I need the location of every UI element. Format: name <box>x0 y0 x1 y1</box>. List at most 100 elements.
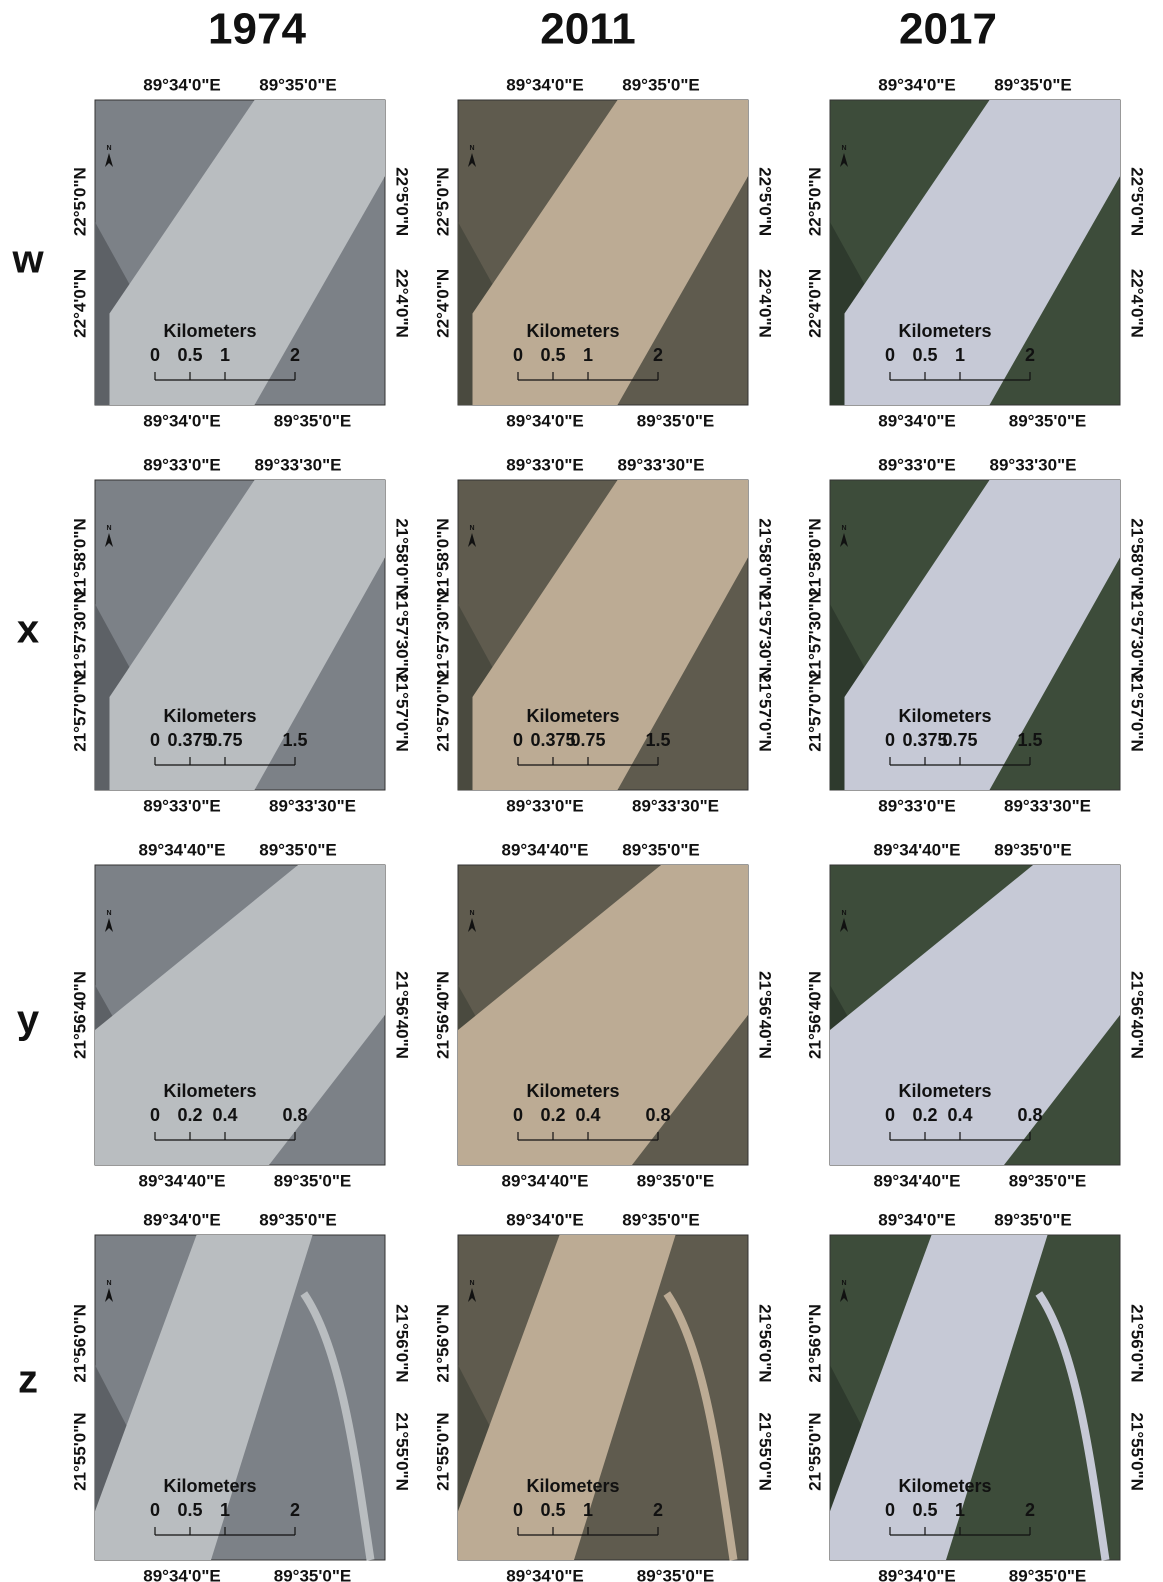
bottom-longitude: 89°35'0"E <box>274 1566 352 1582</box>
right-latitude: 21°56'0"N <box>1128 1304 1147 1382</box>
scale-label: 0.5 <box>540 345 565 365</box>
right-latitude: 22°4'0"N <box>756 269 775 338</box>
top-longitude: 89°35'0"E <box>259 1210 337 1229</box>
scale-title: Kilometers <box>163 1476 256 1496</box>
right-latitude: 21°56'0"N <box>393 1304 412 1382</box>
top-longitude: 89°35'0"E <box>994 1210 1072 1229</box>
left-latitude: 21°55'0"N <box>433 1412 452 1490</box>
bottom-longitude: 89°35'0"E <box>637 1566 715 1582</box>
bottom-longitude: 89°35'0"E <box>1009 1171 1087 1190</box>
right-latitude: 21°58'0"N <box>756 518 775 596</box>
left-latitude: 21°57'0"N <box>433 673 452 751</box>
bottom-longitude: 89°35'0"E <box>1009 1566 1087 1582</box>
scale-label: 0 <box>513 1500 523 1520</box>
bottom-longitude: 89°35'0"E <box>1009 411 1087 430</box>
left-latitude: 21°58'0"N <box>70 518 89 596</box>
bottom-longitude: 89°34'0"E <box>143 1566 221 1582</box>
bottom-longitude: 89°34'0"E <box>878 411 956 430</box>
map-panel: N89°34'40"E89°35'0"E89°34'40"E89°35'0"E2… <box>70 840 411 1190</box>
scale-label: 0 <box>513 345 523 365</box>
row-label: y <box>17 998 40 1042</box>
left-latitude: 21°57'0"N <box>805 673 824 751</box>
left-latitude: 21°57'30"N <box>433 591 452 679</box>
left-latitude: 22°5'0"N <box>70 167 89 236</box>
row-label: x <box>17 608 39 652</box>
right-latitude: 21°55'0"N <box>756 1412 775 1490</box>
top-longitude: 89°33'0"E <box>878 455 956 474</box>
scale-label: 0.75 <box>207 730 242 750</box>
north-arrow: N <box>106 525 111 532</box>
left-latitude: 21°57'30"N <box>70 591 89 679</box>
left-latitude: 21°56'0"N <box>805 1304 824 1382</box>
scale-label: 0 <box>150 730 160 750</box>
scale-title: Kilometers <box>526 706 619 726</box>
right-latitude: 21°58'0"N <box>1128 518 1147 596</box>
right-latitude: 21°56'40"N <box>1128 971 1147 1059</box>
scale-title: Kilometers <box>526 1081 619 1101</box>
bottom-longitude: 89°34'40"E <box>874 1171 961 1190</box>
left-latitude: 21°58'0"N <box>433 518 452 596</box>
top-longitude: 89°34'0"E <box>878 75 956 94</box>
scale-title: Kilometers <box>163 1081 256 1101</box>
top-longitude: 89°35'0"E <box>622 840 700 859</box>
scale-title: Kilometers <box>898 706 991 726</box>
left-latitude: 22°4'0"N <box>433 269 452 338</box>
bottom-longitude: 89°34'40"E <box>139 1171 226 1190</box>
top-longitude: 89°35'0"E <box>259 75 337 94</box>
right-latitude: 21°56'40"N <box>756 971 775 1059</box>
north-arrow: N <box>469 145 474 152</box>
scale-title: Kilometers <box>898 1476 991 1496</box>
top-longitude: 89°34'0"E <box>506 1210 584 1229</box>
left-latitude: 21°56'40"N <box>433 971 452 1059</box>
bottom-longitude: 89°33'30"E <box>632 796 719 815</box>
top-longitude: 89°34'0"E <box>143 1210 221 1229</box>
row-label: w <box>11 238 44 282</box>
scale-title: Kilometers <box>163 321 256 341</box>
scale-label: 2 <box>290 345 300 365</box>
top-longitude: 89°34'0"E <box>878 1210 956 1229</box>
right-latitude: 21°56'0"N <box>756 1304 775 1382</box>
top-longitude: 89°34'40"E <box>874 840 961 859</box>
left-latitude: 21°55'0"N <box>70 1412 89 1490</box>
left-latitude: 21°56'40"N <box>70 971 89 1059</box>
scale-label: 0 <box>150 1105 160 1125</box>
column-title: 1974 <box>208 5 306 54</box>
right-latitude: 22°4'0"N <box>393 269 412 338</box>
scale-label: 0.75 <box>570 730 605 750</box>
top-longitude: 89°35'0"E <box>259 840 337 859</box>
left-latitude: 22°4'0"N <box>70 269 89 338</box>
left-latitude: 21°57'0"N <box>70 673 89 751</box>
top-longitude: 89°34'40"E <box>502 840 589 859</box>
map-panel: N89°34'0"E89°35'0"E89°34'0"E89°35'0"E21°… <box>70 1210 411 1582</box>
top-longitude: 89°33'0"E <box>143 455 221 474</box>
left-latitude: 21°56'0"N <box>70 1304 89 1382</box>
right-latitude: 21°56'40"N <box>393 971 412 1059</box>
right-latitude: 22°5'0"N <box>393 167 412 236</box>
bottom-longitude: 89°35'0"E <box>274 411 352 430</box>
bottom-longitude: 89°33'0"E <box>878 796 956 815</box>
top-longitude: 89°35'0"E <box>994 840 1072 859</box>
left-latitude: 21°57'30"N <box>805 591 824 679</box>
left-latitude: 21°56'0"N <box>433 1304 452 1382</box>
scale-label: 0 <box>513 1105 523 1125</box>
map-panel: N89°34'40"E89°35'0"E89°34'40"E89°35'0"E2… <box>433 840 774 1190</box>
bottom-longitude: 89°34'40"E <box>502 1171 589 1190</box>
scale-label: 0.2 <box>177 1105 202 1125</box>
scale-label: 1 <box>220 1500 230 1520</box>
north-arrow: N <box>106 145 111 152</box>
left-latitude: 21°55'0"N <box>805 1412 824 1490</box>
scale-label: 0.2 <box>912 1105 937 1125</box>
left-latitude: 22°5'0"N <box>805 167 824 236</box>
top-longitude: 89°34'40"E <box>139 840 226 859</box>
scale-label: 2 <box>653 345 663 365</box>
scale-label: 0.375 <box>902 730 947 750</box>
right-latitude: 22°5'0"N <box>1128 167 1147 236</box>
scale-label: 1 <box>583 345 593 365</box>
top-longitude: 89°33'30"E <box>990 455 1077 474</box>
right-latitude: 21°55'0"N <box>393 1412 412 1490</box>
bottom-longitude: 89°33'30"E <box>269 796 356 815</box>
scale-label: 1 <box>955 345 965 365</box>
